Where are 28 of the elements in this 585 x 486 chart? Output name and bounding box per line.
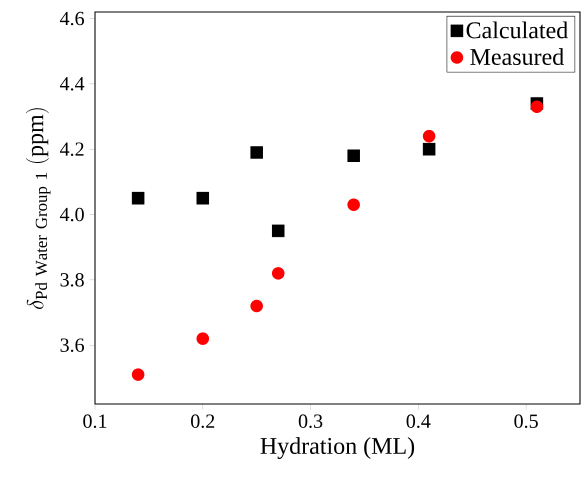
y-tick-label: 4.4 bbox=[60, 77, 84, 91]
y-tick-label: 4.2 bbox=[60, 142, 84, 156]
point bbox=[250, 300, 263, 312]
x-tick-label: 0.5 bbox=[514, 414, 538, 428]
y-tick-label: 3.8 bbox=[60, 273, 84, 287]
point bbox=[347, 149, 360, 162]
point bbox=[250, 146, 263, 159]
x-tick-label: 0.1 bbox=[83, 414, 106, 428]
legend-label: Calculated bbox=[466, 22, 568, 38]
point bbox=[196, 192, 210, 204]
point bbox=[132, 368, 144, 381]
x-tick-label: 0.4 bbox=[406, 414, 431, 428]
y-tick-label: 4.6 bbox=[60, 12, 84, 26]
x-axis-title: Hydration (ML) bbox=[260, 437, 414, 459]
point bbox=[530, 100, 544, 114]
y-axis-title: $\delta_{\mathrm{Pd\ Water\ Group\ 1}}\ \mathrm{(ppm)}$ bbox=[26, 108, 50, 309]
y-tick-label: 3.6 bbox=[60, 338, 84, 352]
x-tick-label: 0.3 bbox=[298, 414, 322, 428]
legend-label: Measured bbox=[470, 48, 564, 66]
point bbox=[132, 192, 144, 204]
y-tick-label: 4.0 bbox=[60, 208, 84, 222]
point bbox=[347, 198, 360, 212]
point bbox=[272, 267, 284, 280]
point bbox=[272, 224, 284, 238]
point bbox=[422, 130, 436, 142]
point bbox=[422, 142, 436, 156]
x-tick-label: 0.2 bbox=[191, 414, 214, 428]
point bbox=[196, 332, 210, 345]
